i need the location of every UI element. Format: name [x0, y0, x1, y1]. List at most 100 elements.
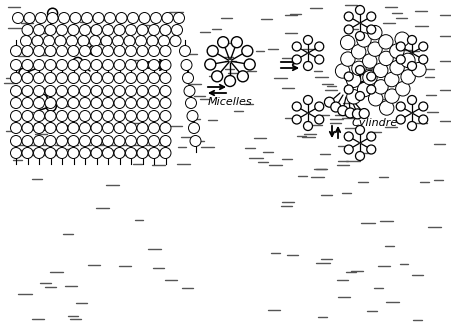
Circle shape [112, 36, 124, 47]
Circle shape [315, 55, 324, 64]
Circle shape [68, 46, 79, 57]
Circle shape [292, 42, 301, 51]
Circle shape [114, 110, 125, 121]
Circle shape [47, 13, 58, 24]
Circle shape [158, 36, 170, 47]
Circle shape [114, 86, 125, 97]
Circle shape [56, 86, 68, 97]
Circle shape [45, 86, 56, 97]
Circle shape [368, 42, 382, 56]
Circle shape [45, 98, 56, 109]
Circle shape [114, 72, 125, 84]
Circle shape [22, 59, 33, 70]
Circle shape [70, 13, 81, 24]
Circle shape [396, 82, 410, 96]
Circle shape [344, 132, 353, 141]
Circle shape [125, 25, 137, 36]
Circle shape [56, 72, 68, 84]
Circle shape [292, 115, 301, 124]
Circle shape [344, 85, 353, 94]
Circle shape [56, 59, 68, 70]
Circle shape [355, 66, 364, 75]
Circle shape [125, 98, 137, 109]
Circle shape [408, 61, 417, 70]
Circle shape [358, 82, 372, 97]
Circle shape [355, 151, 364, 161]
Circle shape [359, 109, 369, 119]
Circle shape [55, 36, 66, 47]
Circle shape [79, 122, 91, 133]
Circle shape [45, 110, 56, 121]
Circle shape [33, 72, 45, 84]
Circle shape [45, 148, 56, 159]
Circle shape [68, 148, 79, 159]
Circle shape [137, 136, 148, 147]
Circle shape [91, 98, 102, 109]
Circle shape [231, 37, 242, 48]
Circle shape [344, 145, 353, 154]
Circle shape [10, 136, 22, 147]
Circle shape [353, 109, 363, 119]
Circle shape [242, 46, 253, 57]
Circle shape [37, 94, 47, 104]
Circle shape [102, 86, 114, 97]
Circle shape [148, 122, 160, 133]
Circle shape [116, 13, 127, 24]
Circle shape [79, 46, 91, 57]
Circle shape [68, 98, 79, 109]
Circle shape [89, 45, 99, 55]
Circle shape [114, 59, 125, 70]
Circle shape [341, 52, 355, 66]
Circle shape [102, 25, 114, 36]
Circle shape [45, 136, 56, 147]
Circle shape [174, 13, 184, 24]
Circle shape [102, 122, 114, 133]
Circle shape [347, 89, 361, 104]
Circle shape [139, 13, 150, 24]
Circle shape [408, 96, 417, 105]
Circle shape [137, 46, 148, 57]
Circle shape [396, 102, 405, 111]
Circle shape [91, 86, 102, 97]
Circle shape [32, 36, 43, 47]
Circle shape [10, 46, 22, 57]
Circle shape [355, 32, 364, 40]
Circle shape [56, 98, 68, 109]
Circle shape [137, 148, 148, 159]
Circle shape [79, 148, 91, 159]
Circle shape [45, 46, 56, 57]
Circle shape [179, 46, 190, 57]
Circle shape [56, 136, 68, 147]
Text: Monomères: Monomères [32, 123, 97, 133]
Circle shape [45, 59, 56, 70]
Circle shape [102, 59, 114, 70]
Circle shape [101, 36, 112, 47]
Circle shape [400, 53, 415, 68]
Circle shape [148, 86, 160, 97]
Circle shape [292, 102, 301, 111]
Circle shape [22, 98, 33, 109]
Circle shape [79, 59, 91, 70]
Circle shape [344, 72, 353, 81]
Circle shape [33, 86, 45, 97]
Circle shape [187, 110, 198, 121]
Circle shape [56, 122, 68, 133]
Circle shape [408, 36, 417, 45]
Circle shape [367, 25, 376, 34]
Circle shape [185, 98, 197, 109]
Circle shape [304, 61, 313, 70]
Circle shape [114, 46, 125, 57]
Circle shape [10, 110, 22, 121]
Circle shape [79, 72, 91, 84]
Circle shape [367, 132, 376, 141]
Circle shape [147, 36, 158, 47]
Circle shape [56, 46, 68, 57]
Circle shape [367, 12, 376, 21]
Circle shape [160, 46, 171, 57]
Circle shape [148, 72, 160, 84]
Circle shape [125, 72, 137, 84]
Circle shape [351, 45, 366, 59]
Circle shape [237, 71, 249, 82]
Circle shape [207, 46, 218, 57]
Circle shape [22, 136, 33, 147]
